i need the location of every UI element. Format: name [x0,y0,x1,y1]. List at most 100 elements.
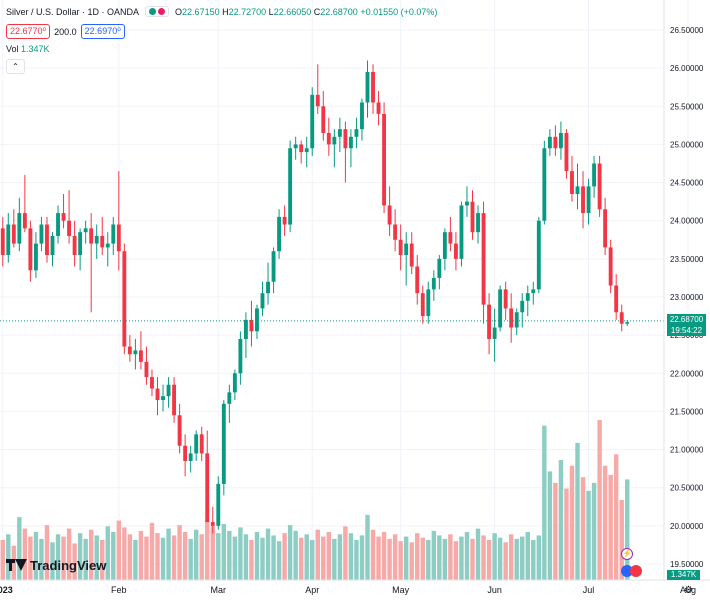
volume-bar [17,517,22,580]
volume-bar [28,536,33,580]
candle-body [564,132,569,172]
price-axis-label: 20.00000 [670,522,704,531]
volume-bar [271,535,276,580]
volume-bar [558,460,564,580]
candle-body [133,350,138,355]
candle-body [393,224,398,240]
candle-body [183,445,188,462]
volume-bar [481,535,486,580]
volume-bar [116,520,122,580]
candle [127,335,132,362]
candle-body [293,144,298,149]
candle [387,186,392,236]
candle [564,129,569,179]
candle-body [503,289,508,309]
volume-legend-label: Vol [6,44,19,54]
candle-body [371,71,375,103]
candle-body [326,132,331,145]
candle [581,171,585,229]
candlesticks [0,60,630,534]
candle [50,232,55,267]
time-axis[interactable]: 2023FebMarAprMayJunJulAug21 [0,585,710,595]
current-price-label: 22.68700 19:54:22 [667,314,706,336]
volume-bar [205,519,210,580]
candle [183,434,188,477]
volume-bar [470,538,475,580]
tradingview-logo[interactable]: TradingView [6,558,106,573]
candle [100,216,105,256]
candle [371,64,375,114]
candle [614,274,619,320]
candle-body [608,247,613,286]
volume-bar [409,542,414,580]
candle-body [255,308,259,332]
volume-bar [415,533,420,580]
candle-body [365,71,370,103]
spread-value: 200.0 [54,26,77,37]
candle-body [498,289,503,328]
volume-bar [437,535,442,580]
price-axis[interactable]: 26.50000 26.00000 25.50000 25.00000 24.50000… [670,26,704,569]
candle-body [232,373,237,393]
volume-bar [337,534,343,580]
lightning-event-icon[interactable]: ⚡ [621,548,633,560]
candle-body [72,235,77,256]
volume-bar [33,532,39,580]
volume-bar [332,538,337,580]
candle-body [11,224,16,244]
volume-bar [602,465,608,580]
candle [592,155,597,198]
settings-gear-icon[interactable]: ⚙ [684,585,693,596]
price-axis-label: 23.00000 [670,293,704,302]
candle-body [45,224,49,256]
candle-body [387,205,392,225]
sell-button[interactable]: 22.6770⁰ [6,24,51,39]
candle [150,369,154,397]
price-axis-label: 24.00000 [670,217,704,226]
candle-body [299,144,304,153]
candle [476,205,480,244]
volume-bar [94,535,99,580]
candle-body [116,224,121,252]
candle [354,117,359,149]
volume-bar [343,526,348,580]
candle [619,304,624,332]
us-flag-event-icon-2[interactable] [630,565,642,577]
candle [221,399,226,496]
volume-bar [210,526,215,580]
volume-bar [221,524,227,580]
candle-body [304,148,309,153]
buy-button[interactable]: 22.6970⁰ [80,24,125,39]
candle-body [155,388,160,400]
candle-body [288,148,293,225]
volume-bars [0,420,630,580]
candle-body [28,228,33,271]
candle [525,285,530,317]
volume-legend: Vol 1.347K [6,44,50,54]
market-status-indicator[interactable] [145,6,170,17]
collapse-legend-button[interactable]: ⌃ [6,59,25,74]
candle-body [56,213,60,236]
candle-body [437,258,442,278]
candle-body [89,228,94,244]
candle-body [277,216,282,252]
candle [603,197,608,256]
volume-bar [44,525,50,580]
volume-bar [403,536,409,580]
volume-bar [72,543,77,580]
volume-bar [182,532,188,580]
candle [133,338,138,370]
volume-bar [249,540,254,580]
time-axis-label: Feb [111,585,127,595]
volume-bar [0,540,5,580]
candle-body [592,163,597,187]
symbol-title[interactable]: Silver / U.S. Dollar · 1D · OANDA [6,6,140,17]
volume-bar [586,490,591,580]
candle-body [216,483,221,526]
volume-bar [105,526,110,580]
volume-bar [61,536,66,580]
candle-body [409,243,414,267]
volume-bar [138,530,144,580]
candle [321,91,326,141]
